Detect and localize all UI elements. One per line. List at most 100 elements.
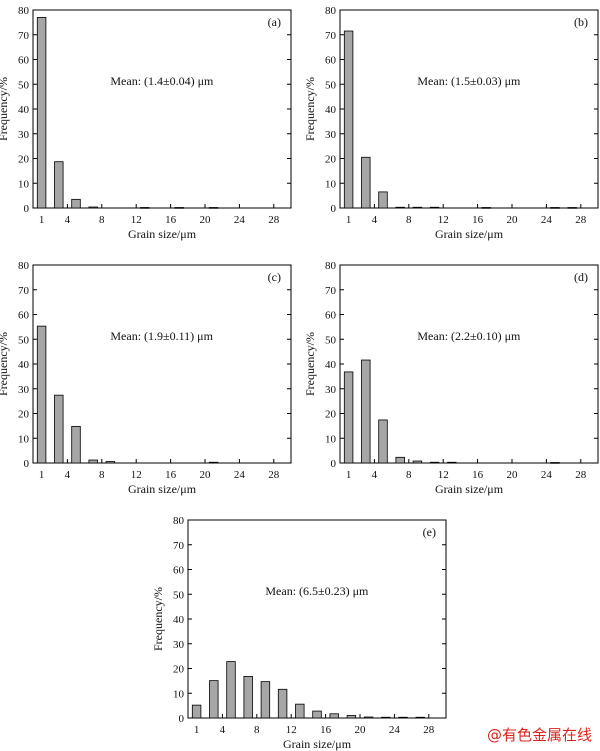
y-tick-label: 50	[173, 589, 185, 601]
bar	[174, 207, 184, 209]
bar	[295, 703, 305, 719]
x-tick-label: 24	[234, 469, 246, 481]
x-tick-label: 1	[39, 214, 45, 226]
bar	[567, 207, 577, 209]
y-tick-label: 60	[18, 310, 30, 322]
panel-label: (b)	[574, 15, 588, 29]
y-tick-label: 60	[325, 310, 337, 322]
bar	[277, 688, 288, 719]
y-tick-label: 30	[173, 639, 185, 651]
y-axis-label: Frequency/%	[0, 332, 10, 396]
x-tick-label: 28	[575, 214, 587, 226]
x-tick-label: 8	[254, 724, 260, 736]
y-axis-label: Frequency/%	[303, 332, 317, 396]
bar	[208, 461, 219, 464]
y-tick-label: 80	[18, 5, 30, 17]
bar	[550, 207, 560, 209]
y-tick-label: 60	[173, 565, 185, 577]
bar	[415, 716, 425, 719]
bar	[343, 30, 354, 209]
y-axis-label: Frequency/%	[151, 587, 165, 651]
x-tick-label: 20	[355, 724, 367, 736]
panel-label: (c)	[268, 270, 281, 284]
bar	[36, 325, 47, 464]
y-axis-label: Frequency/%	[303, 77, 317, 141]
x-tick-label: 4	[220, 724, 226, 736]
bar	[361, 359, 371, 464]
y-tick-label: 30	[325, 384, 337, 396]
y-tick-label: 80	[173, 515, 185, 527]
y-tick-label: 50	[18, 79, 30, 91]
y-tick-label: 40	[173, 614, 185, 626]
bar	[361, 156, 371, 209]
mean-annotation: Mean: (6.5±0.23) μm	[265, 584, 369, 598]
y-tick-label: 60	[325, 55, 337, 67]
x-tick-label: 4	[65, 469, 71, 481]
plot-frame	[32, 9, 292, 209]
x-tick-label: 4	[372, 214, 378, 226]
y-tick-label: 70	[173, 540, 185, 552]
bar	[550, 462, 560, 464]
y-tick-label: 60	[18, 55, 30, 67]
panel-label: (a)	[268, 15, 281, 29]
x-tick-label: 12	[131, 469, 142, 481]
y-tick-label: 20	[18, 409, 30, 421]
y-tick-label: 40	[325, 359, 337, 371]
bar	[378, 419, 388, 464]
bar	[226, 661, 236, 719]
x-tick-label: 8	[406, 214, 412, 226]
x-axis-label: Grain size/μm	[283, 737, 352, 751]
bar	[191, 704, 202, 719]
bar	[363, 716, 374, 719]
bar	[395, 206, 405, 209]
x-tick-label: 20	[200, 214, 212, 226]
y-tick-label: 70	[325, 285, 337, 297]
x-tick-label: 28	[268, 214, 280, 226]
y-tick-label: 30	[18, 129, 30, 141]
x-tick-label: 8	[99, 469, 105, 481]
y-tick-label: 80	[18, 260, 30, 272]
bar	[71, 198, 81, 209]
mean-annotation: Mean: (1.9±0.11) μm	[110, 329, 213, 343]
y-tick-label: 30	[18, 384, 30, 396]
x-tick-label: 16	[320, 724, 332, 736]
x-tick-label: 28	[575, 469, 587, 481]
x-tick-label: 20	[200, 469, 212, 481]
x-tick-label: 24	[389, 724, 401, 736]
bar	[447, 461, 457, 464]
y-tick-label: 70	[18, 285, 30, 297]
y-tick-label: 0	[24, 203, 30, 215]
x-tick-label: 8	[99, 214, 105, 226]
chart-panel: 0 10 20 30 40 50 60 70 80 1 4 8 12 16 20 24 28 (d) Mean: (…	[303, 260, 599, 496]
panel-label: (e)	[423, 525, 436, 539]
x-tick-label: 1	[39, 469, 45, 481]
watermark-text: @有色金属在线	[486, 726, 592, 744]
y-tick-label: 10	[18, 178, 30, 190]
y-tick-label: 50	[325, 79, 337, 91]
bar	[71, 425, 81, 464]
bar	[243, 676, 253, 719]
bar	[209, 680, 219, 719]
x-axis-label: Grain size/μm	[435, 227, 504, 241]
x-tick-label: 28	[423, 724, 435, 736]
mean-annotation: Mean: (2.2±0.10) μm	[417, 329, 521, 343]
plot-frame	[339, 9, 599, 209]
bar	[398, 716, 408, 719]
x-tick-label: 16	[472, 214, 484, 226]
y-tick-label: 20	[18, 154, 30, 166]
y-tick-label: 10	[173, 688, 185, 700]
bar	[208, 207, 219, 209]
y-tick-label: 40	[325, 104, 337, 116]
bar	[54, 161, 64, 209]
y-tick-label: 0	[331, 203, 337, 215]
y-tick-label: 20	[325, 154, 337, 166]
y-tick-label: 50	[18, 334, 30, 346]
bar	[378, 191, 388, 209]
bar	[54, 394, 64, 464]
x-axis-label: Grain size/μm	[128, 227, 197, 241]
y-tick-label: 0	[179, 713, 185, 725]
x-axis-label: Grain size/μm	[128, 482, 197, 496]
y-tick-label: 80	[325, 5, 337, 17]
chart-panel: 0 10 20 30 40 50 60 70 80 1 4 8 12 16 20 24 28 (e) Mean: (…	[151, 515, 447, 751]
